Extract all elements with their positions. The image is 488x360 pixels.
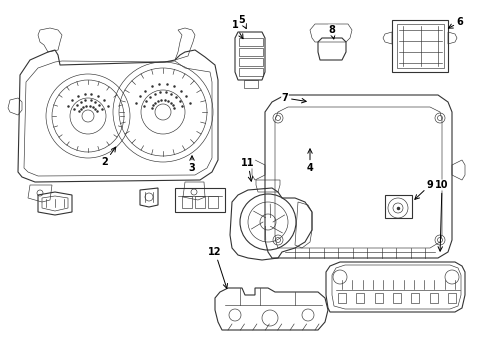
Bar — [410, 293, 419, 303]
Text: 6: 6 — [447, 17, 463, 28]
Text: 3: 3 — [188, 156, 195, 173]
Bar — [356, 293, 364, 303]
Text: 1: 1 — [231, 20, 243, 39]
Text: 8: 8 — [328, 25, 335, 39]
Bar — [429, 293, 437, 303]
Text: 11: 11 — [241, 158, 254, 181]
Bar — [374, 293, 382, 303]
Text: 2: 2 — [102, 147, 116, 167]
Bar — [447, 293, 455, 303]
Text: 5: 5 — [238, 15, 246, 28]
Text: 4: 4 — [306, 149, 313, 173]
Bar — [239, 68, 263, 76]
Bar — [239, 38, 263, 46]
Bar — [195, 196, 204, 208]
Bar — [392, 293, 400, 303]
Bar — [182, 196, 192, 208]
Text: 7: 7 — [281, 93, 305, 103]
Text: 10: 10 — [434, 180, 448, 251]
Text: 12: 12 — [208, 247, 227, 288]
Text: 9: 9 — [414, 180, 432, 199]
Bar — [337, 293, 346, 303]
Bar — [207, 196, 218, 208]
Bar — [239, 48, 263, 56]
Bar — [239, 58, 263, 66]
